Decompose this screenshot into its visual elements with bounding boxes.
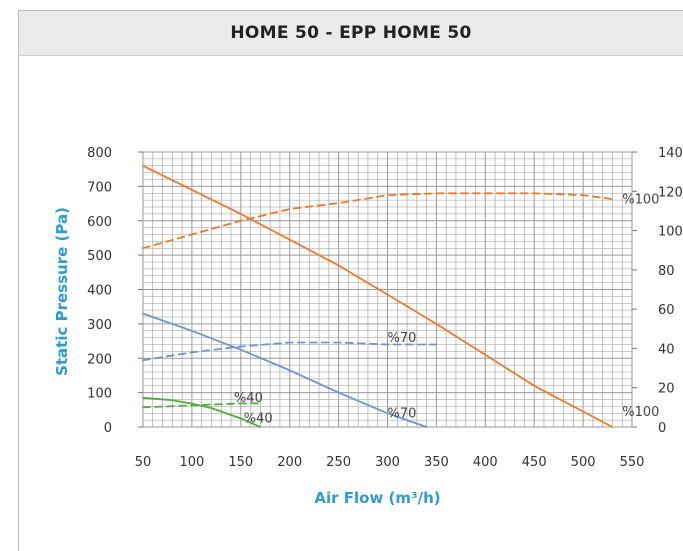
y2-tick-label: 80 (658, 264, 675, 279)
y2-tick-label: 0 (658, 421, 666, 436)
chart-series (142, 164, 614, 428)
efficiency-curve-p100 (142, 192, 614, 250)
y2-tick-label: 20 (658, 382, 675, 397)
y2-tick-label: 140 (658, 146, 683, 161)
x-tick-label: 450 (522, 455, 547, 470)
curve-label: %40 (234, 391, 263, 406)
x-tick-label: 300 (375, 455, 400, 470)
y-tick-label: 200 (87, 352, 112, 367)
y-tick-label: 600 (87, 215, 112, 230)
y-tick-label: 300 (87, 318, 112, 333)
x-tick-label: 500 (571, 455, 596, 470)
y-tick-label: 700 (87, 180, 112, 195)
curve-label: %70 (388, 407, 417, 422)
chart-title: HOME 50 - EPP HOME 50 (230, 23, 472, 43)
chart-grid (142, 151, 633, 428)
x-tick-label: 250 (326, 455, 351, 470)
pressure-curve-p40 (142, 396, 262, 428)
y-tick-label: 500 (87, 249, 112, 264)
efficiency-curve-p40 (142, 402, 262, 409)
y2-tick-label: 60 (658, 303, 675, 318)
y-axis-title: Static Pressure (Pa) (53, 207, 71, 376)
chart-frame (18, 10, 683, 551)
y2-tick-label: 40 (658, 342, 675, 357)
curve-label: %40 (244, 411, 273, 426)
y-tick-label: 400 (87, 284, 112, 299)
pressure-curve-p70 (142, 312, 428, 428)
efficiency-curve-p70 (142, 341, 438, 362)
curve-label: %100 (622, 405, 659, 420)
pressure-curve-p100 (142, 164, 614, 428)
x-tick-label: 400 (473, 455, 498, 470)
x-axis-title: Air Flow (m³/h) (314, 489, 440, 507)
y2-tick-label: 100 (658, 225, 683, 240)
x-tick-label: 150 (228, 455, 253, 470)
y-tick-label: 800 (87, 146, 112, 161)
curve-label: %70 (388, 331, 417, 346)
x-tick-label: 200 (277, 455, 302, 470)
curve-label: %100 (622, 192, 659, 207)
x-tick-label: 50 (135, 455, 152, 470)
x-tick-label: 100 (179, 455, 204, 470)
chart-curve-labels: %100 %100 %70 %70 %40 %40 (234, 192, 659, 426)
x-tick-label: 550 (620, 455, 645, 470)
y-tick-label: 0 (104, 421, 112, 436)
chart-axes: 0 100 200 300 400 500 600 700 800 0 20 40 60 80 100 120… (87, 146, 683, 470)
fan-performance-chart: 0 100 200 300 400 500 600 700 800 0 20 40 60 80 100 120… (53, 146, 683, 507)
x-tick-label: 350 (424, 455, 449, 470)
y2-tick-label: 120 (658, 185, 683, 200)
y-tick-label: 100 (87, 387, 112, 402)
chart-title-bar: HOME 50 - EPP HOME 50 (19, 11, 683, 56)
